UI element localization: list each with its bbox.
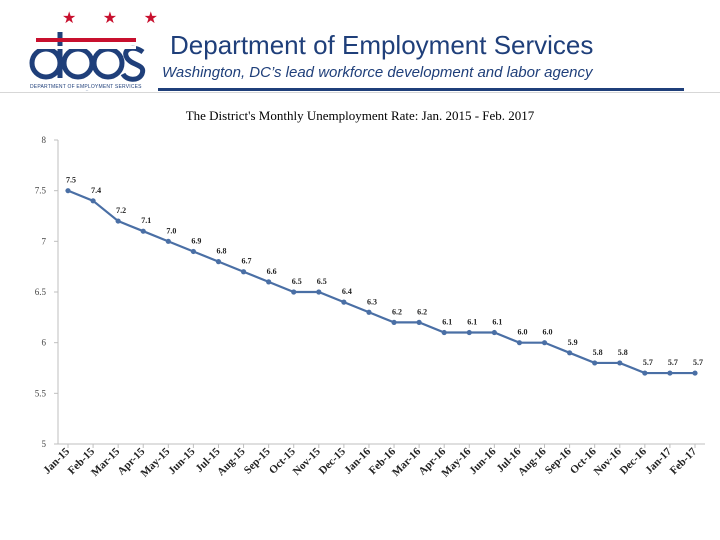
chart-series: 7.5 7.4 7.2 7.1 7.0 6.9 6.8 6.7 6.6 6.5 6.5 6.4 6.3 6…	[65, 176, 703, 376]
data-label: 6.9	[191, 236, 201, 245]
data-label: 6.4	[342, 287, 352, 296]
data-point	[491, 329, 497, 336]
y-tick-label: 5	[42, 439, 47, 449]
does-logo: does	[29, 32, 146, 92]
data-point	[466, 329, 472, 336]
data-label: 6.7	[242, 257, 252, 266]
x-tick-label: Mar-15	[89, 445, 123, 479]
data-point	[266, 279, 272, 285]
logo-tagline: DEPARTMENT OF EMPLOYMENT SERVICES	[30, 84, 142, 90]
data-label: 6.3	[367, 297, 377, 306]
data-label: 6.8	[216, 247, 226, 256]
data-label: 5.7	[643, 358, 653, 367]
data-label: 6.2	[392, 307, 402, 316]
data-label: 5.8	[593, 348, 603, 357]
chart-title: The District's Monthly Unemployment Rate…	[186, 108, 535, 123]
x-tick-label: Nov-16	[592, 445, 625, 478]
y-tick-label: 6.5	[35, 287, 47, 297]
x-tick-label: Dec-15	[317, 445, 349, 477]
data-point	[291, 289, 297, 295]
page-subtitle: Washington, DC’s lead workforce developm…	[162, 64, 593, 81]
data-point	[90, 198, 96, 204]
data-point	[667, 370, 673, 376]
x-tick-label: Aug-15	[215, 445, 248, 478]
data-label: 6.1	[492, 318, 502, 327]
data-label: 6.1	[467, 318, 477, 327]
star-icons: ★ ★ ★	[62, 10, 169, 27]
x-tick-label: Sep-15	[242, 445, 273, 476]
data-point	[240, 269, 247, 275]
data-label: 6.5	[292, 277, 302, 286]
x-tick-label: Jun-16	[467, 445, 499, 477]
data-label: 7.4	[91, 186, 101, 195]
x-tick-label: Jan-17	[643, 445, 674, 476]
data-point	[567, 350, 573, 356]
data-point	[215, 259, 222, 265]
x-tick-label: Feb-17	[668, 445, 700, 477]
x-tick-label: Sep-16	[543, 445, 574, 476]
data-label: 5.7	[668, 358, 678, 367]
data-label: 6.0	[517, 328, 527, 337]
data-label: 6.1	[442, 318, 452, 327]
data-point	[316, 289, 322, 295]
data-point	[115, 218, 121, 224]
data-label: 6.0	[543, 328, 553, 337]
data-label: 7.0	[166, 226, 176, 235]
data-label: 7.1	[141, 216, 151, 225]
data-point	[366, 309, 372, 315]
y-tick-label: 5.5	[35, 388, 47, 398]
data-point	[692, 370, 698, 376]
data-label: 7.2	[116, 206, 126, 215]
data-point	[541, 340, 548, 346]
data-label: 5.7	[693, 358, 703, 367]
x-tick-label: Mar-16	[390, 445, 424, 479]
data-label: 7.5	[66, 176, 76, 185]
y-tick-label: 8	[42, 135, 47, 145]
data-point	[165, 238, 171, 244]
data-label: 6.2	[417, 307, 427, 316]
data-point	[617, 360, 623, 366]
data-point	[341, 299, 347, 305]
x-tick-label: Nov-15	[291, 445, 324, 478]
data-point	[190, 248, 196, 255]
data-point	[140, 228, 146, 234]
y-tick-label: 7	[42, 236, 47, 246]
data-point	[65, 188, 71, 194]
data-label: 6.5	[317, 277, 327, 286]
data-point	[592, 360, 598, 366]
x-tick-label: Aug-16	[516, 445, 549, 478]
x-tick-label: Jun-15	[166, 445, 198, 477]
y-tick-label: 7.5	[35, 186, 47, 196]
data-point	[391, 319, 397, 325]
unemployment-line-chart: The District's Monthly Unemployment Rate…	[35, 108, 705, 480]
chart-axes: 55.566.577.58Jan-15Feb-15Mar-15Apr-15May…	[35, 135, 705, 480]
data-point	[441, 329, 447, 336]
data-point	[642, 370, 648, 376]
logo-text: does	[86, 90, 89, 92]
data-label: 6.6	[267, 267, 277, 276]
x-tick-label: Dec-16	[618, 445, 650, 477]
data-point	[416, 319, 422, 325]
header: ★ ★ ★ does DEPARTMENT OF EMPLOYMENT SERV…	[0, 0, 720, 100]
header-divider-grey	[0, 92, 720, 93]
data-point	[516, 340, 523, 346]
series-line	[67, 189, 695, 375]
page-title: Department of Employment Services	[170, 30, 594, 60]
data-label: 5.8	[618, 348, 628, 357]
y-tick-label: 6	[42, 338, 47, 348]
data-label: 5.9	[568, 338, 578, 347]
header-divider	[158, 88, 684, 91]
